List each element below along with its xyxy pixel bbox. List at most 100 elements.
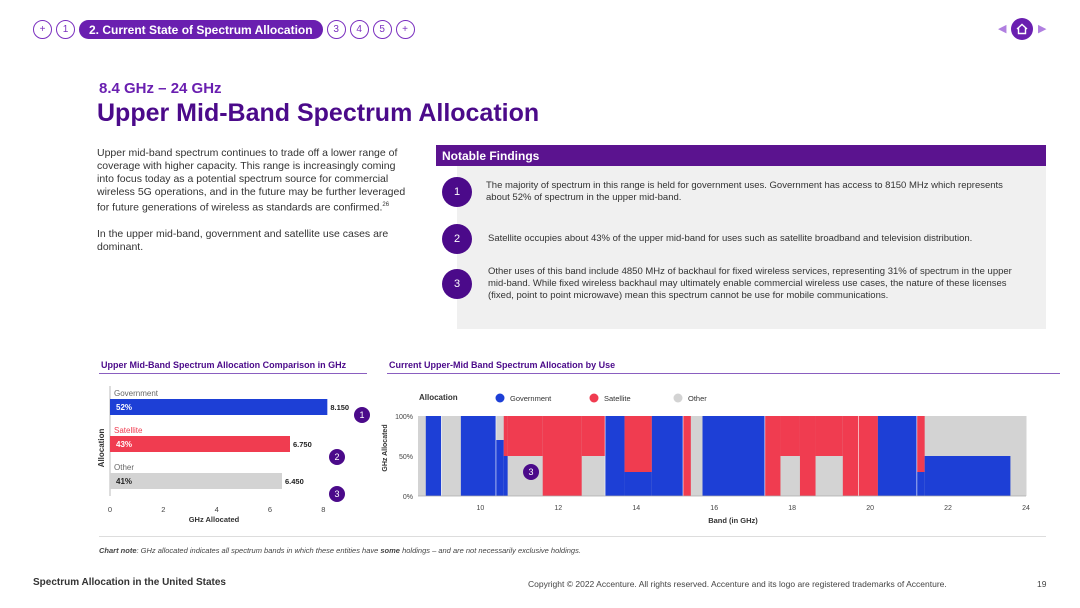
area-x-tick: 12 xyxy=(554,505,562,512)
intro-text: Upper mid-band spectrum continues to tra… xyxy=(97,147,407,267)
finding-number: 1 xyxy=(442,177,472,207)
nav-item-5[interactable]: 5 xyxy=(372,20,392,39)
area-x-tick: 18 xyxy=(788,505,796,512)
bar-marker-label: 3 xyxy=(334,489,339,499)
bar xyxy=(110,436,290,452)
finding-text: Satellite occupies about 43% of the uppe… xyxy=(488,233,973,244)
area-segment-satellite xyxy=(542,416,583,496)
finding-item: 2 Satellite occupies about 43% of the up… xyxy=(442,224,1028,254)
bar-category-label: Government xyxy=(114,389,159,398)
bar-percent-label: 52% xyxy=(116,403,132,412)
area-segment-other xyxy=(690,416,704,496)
section-nav: + 1 2. Current State of Spectrum Allocat… xyxy=(33,20,415,39)
nav-prev-button[interactable]: + xyxy=(33,20,52,39)
bar-marker xyxy=(329,449,345,465)
allocation-chart-y-label: GHz Allocated xyxy=(382,424,389,471)
area-segment-satellite xyxy=(581,416,606,456)
area-segment-government xyxy=(624,472,653,496)
page-title: Upper Mid-Band Spectrum Allocation xyxy=(97,99,540,127)
area-segment-satellite xyxy=(624,416,653,472)
area-segment-satellite xyxy=(507,416,544,456)
bar-chart-title: Upper Mid-Band Spectrum Allocation Compa… xyxy=(101,360,347,370)
intro-paragraph-2: In the upper mid-band, government and sa… xyxy=(97,227,389,253)
footer-title: Spectrum Allocation in the United States xyxy=(33,577,226,588)
bar-percent-label: 43% xyxy=(116,440,132,449)
area-segment-government xyxy=(605,416,626,496)
nav-item-3[interactable]: 3 xyxy=(326,20,346,39)
bar-chart-y-label: Allocation xyxy=(97,429,106,468)
finding-number: 2 xyxy=(442,224,472,254)
area-segment-satellite xyxy=(815,416,844,456)
footer-copyright: Copyright © 2022 Accenture. All rights r… xyxy=(528,579,947,589)
page-subtitle: 8.4 GHz – 24 GHz xyxy=(99,80,222,97)
bar-category-label: Satellite xyxy=(114,426,143,435)
area-segment-government xyxy=(916,472,926,496)
next-page-icon[interactable]: ▶ xyxy=(1038,23,1047,35)
nav-item-1[interactable]: 1 xyxy=(56,20,75,39)
area-x-tick: 16 xyxy=(710,505,718,512)
area-chart-title-rule xyxy=(387,373,1060,374)
area-segment-government xyxy=(651,416,684,496)
notable-findings-panel: Notable Findings 1 The majority of spect… xyxy=(436,145,1046,329)
bar-marker xyxy=(354,407,370,423)
finding-text: Other uses of this band include 4850 MHz… xyxy=(488,266,1012,301)
area-segment-other xyxy=(1010,416,1027,496)
legend-label: Other xyxy=(688,394,707,403)
allocation-chart-x-label: Band (in GHz) xyxy=(708,516,758,525)
legend-label: Satellite xyxy=(604,394,631,403)
area-x-tick: 20 xyxy=(866,505,874,512)
area-segment-satellite xyxy=(799,416,817,496)
bar-marker xyxy=(329,486,345,502)
home-icon xyxy=(1016,23,1028,35)
bar-x-tick: 8 xyxy=(321,505,325,514)
area-segment-government xyxy=(702,416,766,496)
area-y-tick: 50% xyxy=(399,454,413,461)
area-segment-satellite xyxy=(683,416,692,496)
bar-x-tick: 0 xyxy=(108,505,112,514)
area-marker xyxy=(523,464,540,480)
area-segment-government xyxy=(460,416,497,496)
area-chart-title: Current Upper-Mid Band Spectrum Allocati… xyxy=(389,360,616,370)
bar xyxy=(110,399,328,415)
area-y-tick: 0% xyxy=(403,494,413,501)
findings-body xyxy=(457,166,1046,329)
bar-marker-label: 2 xyxy=(334,452,339,462)
chart-note: Chart note: GHz allocated indicates all … xyxy=(99,546,581,555)
area-segment-other xyxy=(441,416,462,496)
legend-swatch xyxy=(673,393,683,403)
area-x-tick: 14 xyxy=(632,505,640,512)
nav-next-button[interactable]: + xyxy=(395,20,415,39)
bar-percent-label: 41% xyxy=(116,477,132,486)
area-segment-satellite xyxy=(503,416,509,456)
bar-value-label: 8.150 xyxy=(330,403,349,412)
nav-item-4[interactable]: 4 xyxy=(349,20,369,39)
legend-swatch xyxy=(495,393,505,403)
nav-item-2-active[interactable]: 2. Current State of Spectrum Allocation xyxy=(79,20,323,39)
area-segment-government xyxy=(503,456,509,496)
finding-item: 3 Other uses of this band include 4850 M… xyxy=(442,266,1028,302)
page-number: 19 xyxy=(1037,579,1047,589)
divider xyxy=(99,536,1046,537)
area-y-tick: 100% xyxy=(395,414,413,421)
bar-value-label: 6.450 xyxy=(285,477,304,486)
area-segment-satellite xyxy=(764,416,781,496)
area-segment-satellite xyxy=(916,416,926,472)
area-segment-satellite xyxy=(780,416,801,456)
bar-marker-label: 1 xyxy=(359,410,364,420)
legend-label: Government xyxy=(510,394,552,403)
home-button[interactable] xyxy=(1011,18,1033,40)
allocation-chart: Allocation Government Satellite Other GHz … xyxy=(382,393,1030,525)
area-segment-government xyxy=(924,456,1011,496)
legend-title: Allocation xyxy=(419,393,458,402)
area-segment-government xyxy=(877,416,918,496)
bar-x-tick: 4 xyxy=(215,505,219,514)
bar-x-tick: 2 xyxy=(161,505,165,514)
bar-value-label: 6.750 xyxy=(293,440,312,449)
finding-text: The majority of spectrum in this range i… xyxy=(486,180,1003,203)
prev-page-icon[interactable]: ◀ xyxy=(998,23,1007,35)
bar xyxy=(110,473,282,489)
bar-chart-x-label: GHz Allocated xyxy=(189,515,240,524)
area-marker-label: 3 xyxy=(529,467,534,477)
intro-paragraph-1: Upper mid-band spectrum continues to tra… xyxy=(97,147,406,214)
bar-category-label: Other xyxy=(114,463,134,472)
